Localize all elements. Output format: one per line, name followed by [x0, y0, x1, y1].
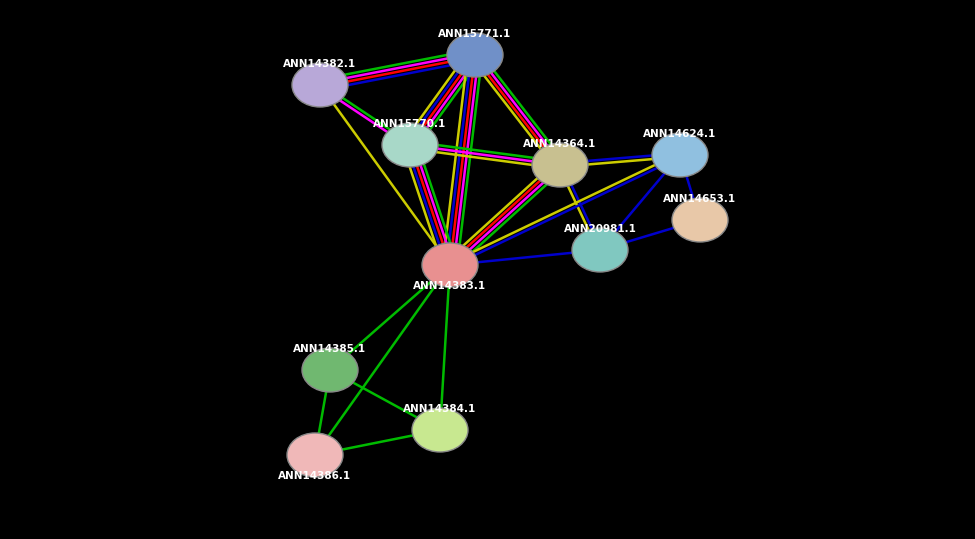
Text: ANN14653.1: ANN14653.1 — [663, 194, 736, 204]
Text: ANN14624.1: ANN14624.1 — [644, 129, 717, 139]
Text: ANN14386.1: ANN14386.1 — [279, 471, 352, 481]
Ellipse shape — [672, 198, 728, 242]
Text: ANN20981.1: ANN20981.1 — [564, 224, 637, 234]
Text: ANN15771.1: ANN15771.1 — [439, 29, 512, 39]
Ellipse shape — [287, 433, 343, 477]
Text: ANN14383.1: ANN14383.1 — [413, 281, 487, 291]
Ellipse shape — [532, 143, 588, 187]
Text: ANN14382.1: ANN14382.1 — [284, 59, 357, 69]
Ellipse shape — [302, 348, 358, 392]
Text: ANN14385.1: ANN14385.1 — [293, 344, 367, 354]
Text: ANN14384.1: ANN14384.1 — [404, 404, 477, 414]
Ellipse shape — [292, 63, 348, 107]
Ellipse shape — [652, 133, 708, 177]
Ellipse shape — [447, 33, 503, 77]
Text: ANN15770.1: ANN15770.1 — [373, 119, 447, 129]
Ellipse shape — [382, 123, 438, 167]
Text: ANN14364.1: ANN14364.1 — [524, 139, 597, 149]
Ellipse shape — [422, 243, 478, 287]
Ellipse shape — [572, 228, 628, 272]
Ellipse shape — [412, 408, 468, 452]
